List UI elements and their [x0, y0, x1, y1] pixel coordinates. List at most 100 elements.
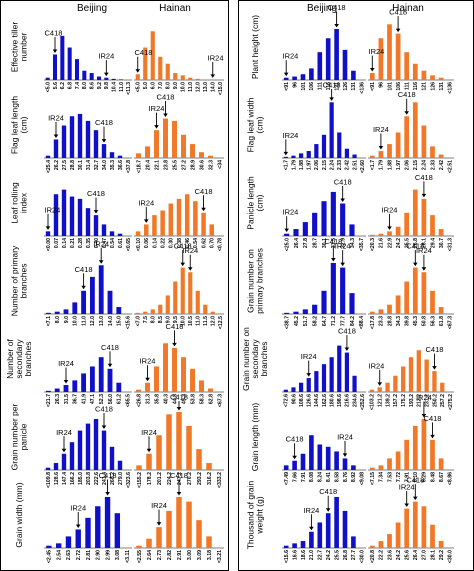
panel-7: <7.0 7.5 8.0 8.5 9.0 9.5 10.0 10.5 11.0 11.5 12.0 <… [134, 242, 224, 329]
tick-label: 101 [387, 82, 393, 91]
bar [114, 513, 121, 548]
bar [61, 125, 67, 158]
bar [351, 536, 356, 548]
bar [369, 73, 375, 80]
row-label-line: primary branches [255, 248, 265, 314]
bar [85, 208, 91, 236]
tick-label: 45.3 [413, 316, 419, 326]
marker-arrow-head [334, 23, 339, 28]
row-label-line: branches [23, 342, 33, 377]
tick-label: 50.8 [422, 316, 428, 326]
tick-label: 0.28 [78, 238, 84, 248]
tick-label: 15.0 [117, 316, 123, 326]
marker-arrow-head [145, 377, 150, 382]
tick-label: 23.6 [387, 550, 393, 560]
tick-label: 2.33 [430, 160, 436, 170]
tick-label: 25.5 [334, 550, 340, 560]
bar [190, 144, 195, 158]
tick-label: 7.5 [143, 316, 149, 323]
marker-label: C418 [157, 93, 175, 102]
bar [395, 226, 401, 236]
bar [421, 198, 427, 236]
row-label-line: Leaf rolling [10, 182, 20, 224]
marker-label: IR24 [138, 198, 154, 207]
marker-label: IR24 [369, 361, 385, 370]
bar [421, 272, 427, 314]
marker-arrow-head [306, 373, 312, 377]
bar [404, 281, 410, 314]
tick-label: 10.0 [181, 82, 187, 92]
tick-label: <26.8 [136, 394, 142, 407]
bar [412, 267, 418, 314]
bar [85, 120, 91, 158]
bar [117, 155, 123, 158]
bar [377, 387, 382, 392]
bar [101, 224, 107, 236]
marker-arrow-head [176, 491, 182, 496]
bar [378, 38, 384, 80]
marker-arrow-head [344, 347, 350, 352]
bar [330, 191, 336, 236]
tick-label: 61.2 [117, 394, 123, 404]
marker-arrow-head [52, 49, 58, 53]
panel-3: <18.7 20.4 22.1 23.8 25.5 27.2 28.9 30.6 32.3 <34… [134, 93, 224, 173]
tick-label: <7.0 [136, 316, 142, 326]
tick-label: <25.4 [46, 160, 52, 173]
marker-label: IR24 [335, 242, 351, 251]
tick-label: 40.3 [163, 394, 169, 404]
bar [283, 156, 288, 158]
bar [154, 366, 159, 392]
tick-label: 10.0 [181, 316, 187, 326]
bar [208, 155, 213, 158]
bar [378, 309, 384, 314]
bar [334, 28, 339, 80]
bar [302, 222, 308, 236]
tick-label: 62.8 [208, 394, 214, 404]
bar [342, 49, 348, 80]
tick-label: 0.22 [160, 238, 166, 248]
tick-label: 11.0 [119, 82, 125, 92]
tick-label: 56.0 [108, 394, 114, 404]
marker-label: IR24 [56, 428, 72, 437]
bar [404, 508, 410, 548]
bar [168, 203, 174, 236]
tick-label: 216.6 [345, 394, 351, 407]
row-label: Grain number onprimary branches [246, 248, 265, 314]
bar [45, 155, 51, 158]
tick-label: 28.7 [312, 238, 318, 248]
tick-label: 2.15 [322, 160, 328, 170]
marker-label: C418 [406, 476, 424, 485]
tick-label: 2.42 [439, 160, 445, 170]
panel-9: <26.8 31.3 35.8 40.3 44.8 49.3 53.8 58.3 62.8 <67… [134, 322, 224, 407]
tick-label: 8.5 [158, 316, 164, 323]
bar [163, 343, 168, 392]
bar [283, 465, 289, 470]
tick-label: 203.8 [86, 472, 92, 485]
tick-label: <20.3 [370, 238, 376, 251]
tick-label: 8.0 [82, 82, 88, 89]
tick-label: 71.2 [331, 316, 337, 326]
tick-label: <0.78 [218, 238, 224, 251]
tick-label: 32.9 [340, 238, 346, 248]
marker-label: IR24 [373, 125, 389, 134]
bar [163, 118, 168, 158]
tick-label: <21.7 [46, 394, 52, 407]
marker-label: C418 [286, 435, 304, 444]
bar [98, 357, 104, 392]
tick-label: 2.82 [167, 550, 173, 560]
tick-label: 121 [334, 82, 340, 91]
row-label-line: Grain width (mm) [14, 482, 24, 547]
tick-label: <7.15 [370, 472, 376, 485]
tick-label: <252.6 [360, 394, 366, 410]
tick-label: 131 [351, 82, 357, 91]
bar [329, 357, 334, 392]
marker-arrow-head [176, 407, 182, 411]
bar [152, 215, 157, 236]
tick-label: 58.3 [199, 394, 205, 404]
tick-label: 7.91 [405, 472, 411, 482]
tick-label: 10.4 [111, 82, 117, 92]
bar [424, 359, 429, 392]
marker-arrow-head [210, 74, 216, 78]
bar [72, 302, 78, 314]
bar [93, 418, 99, 470]
